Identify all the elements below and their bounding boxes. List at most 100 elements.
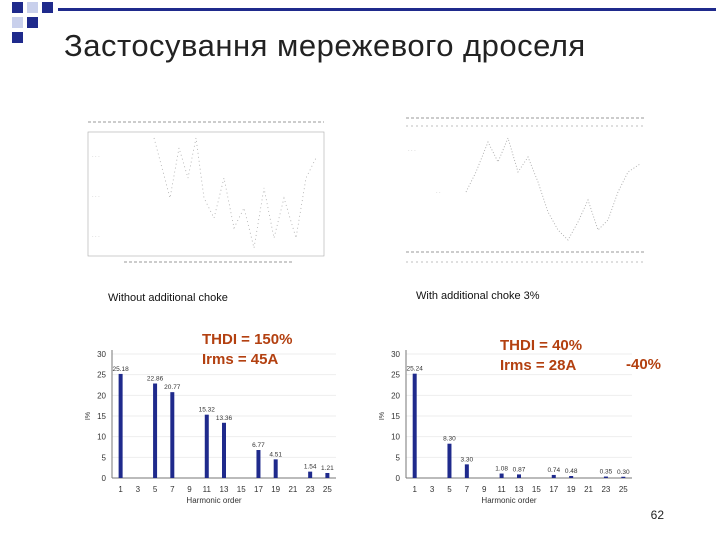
caption-with-choke: With additional choke 3%: [416, 290, 540, 302]
y-tick-label: 20: [97, 391, 106, 400]
x-tick-label: 1: [412, 485, 417, 494]
data-label-h17: 6.77: [252, 442, 265, 449]
y-tick-label: 30: [97, 350, 106, 359]
bar-h23: [308, 471, 313, 478]
bar-h5: [153, 383, 158, 478]
data-label-h23: 0.35: [600, 469, 613, 476]
right-thdi-block: THDI = 40% Irms = 28A: [500, 336, 582, 376]
data-label-h11: 1.08: [495, 466, 508, 473]
y-tick-label: 15: [391, 412, 400, 421]
y-tick-label: 25: [391, 371, 400, 380]
data-label-h23: 1.54: [304, 464, 317, 471]
x-tick-label: 3: [430, 485, 435, 494]
x-tick-label: 3: [136, 485, 141, 494]
bar-h1: [412, 373, 417, 478]
y-tick-label: 25: [97, 371, 106, 380]
x-tick-label: 5: [447, 485, 452, 494]
oscillogram-without-choke: · · · · · · · · ·: [84, 118, 336, 270]
bar-h11: [204, 414, 209, 478]
data-label-h7: 3.30: [461, 456, 474, 463]
oscillogram-with-choke: · · · · ·: [396, 112, 650, 270]
data-label-h19: 0.48: [565, 468, 578, 475]
data-label-h7: 20.77: [164, 384, 181, 391]
data-label-h1: 25.24: [407, 366, 424, 373]
x-tick-label: 23: [306, 485, 315, 494]
bar-h13: [222, 422, 226, 478]
x-tick-label: 19: [271, 485, 280, 494]
x-axis-label: Harmonic order: [481, 496, 536, 505]
deco-square-3: [42, 2, 53, 13]
svg-text:· · ·: · · ·: [92, 234, 100, 240]
x-tick-label: 1: [118, 485, 123, 494]
bar-h17: [256, 450, 261, 478]
bar-h1: [118, 373, 123, 478]
svg-text:· · ·: · · ·: [408, 148, 416, 154]
x-tick-label: 9: [187, 485, 192, 494]
data-label-h5: 8.30: [443, 436, 456, 443]
y-tick-label: 5: [396, 453, 401, 462]
y-axis-label: I%: [85, 412, 92, 420]
data-label-h25: 1.21: [321, 465, 334, 472]
svg-text:· ·: · ·: [436, 190, 441, 196]
bar-h13: [517, 474, 521, 478]
x-tick-label: 25: [323, 485, 332, 494]
y-axis-label: I%: [379, 412, 386, 420]
x-tick-label: 13: [515, 485, 524, 494]
bar-h19: [569, 476, 574, 478]
data-label-h5: 22.86: [147, 376, 164, 383]
slide-title: Застосування мережевого дроселя: [64, 28, 586, 63]
right-irms-text: Irms = 28A: [500, 357, 577, 374]
y-tick-label: 30: [391, 350, 400, 359]
y-tick-label: 0: [102, 474, 107, 483]
y-tick-label: 10: [97, 433, 106, 442]
y-tick-label: 20: [391, 391, 400, 400]
deco-square-6: [12, 32, 23, 43]
data-label-h13: 0.87: [513, 466, 526, 473]
x-tick-label: 9: [482, 485, 487, 494]
header-rule: [58, 8, 716, 11]
left-thdi-block: THDI = 150% Irms = 45A: [202, 330, 292, 370]
svg-text:· · ·: · · ·: [92, 194, 100, 200]
x-tick-label: 23: [601, 485, 610, 494]
deco-square-2: [27, 2, 38, 13]
bar-h7: [464, 464, 469, 478]
x-tick-label: 11: [203, 485, 212, 494]
data-label-h25: 0.30: [617, 469, 630, 476]
x-tick-label: 21: [584, 485, 593, 494]
bar-h19: [273, 459, 278, 478]
x-tick-label: 13: [220, 485, 229, 494]
x-tick-label: 17: [254, 485, 263, 494]
deco-square-1: [12, 2, 23, 13]
x-tick-label: 19: [567, 485, 576, 494]
bar-h25: [325, 472, 330, 478]
x-tick-label: 15: [532, 485, 541, 494]
bar-h7: [170, 392, 175, 478]
deco-square-4: [12, 17, 23, 28]
x-tick-label: 15: [237, 485, 246, 494]
bar-h25: [621, 476, 626, 478]
data-label-h11: 15.32: [199, 407, 216, 414]
page-number: 62: [650, 508, 664, 522]
x-tick-label: 5: [153, 485, 158, 494]
x-tick-label: 7: [170, 485, 175, 494]
bar-h5: [447, 443, 452, 478]
right-thdi-text: THDI = 40%: [500, 337, 583, 354]
x-tick-label: 25: [619, 485, 628, 494]
svg-text:· · ·: · · ·: [92, 154, 100, 160]
x-tick-label: 17: [549, 485, 558, 494]
left-irms-text: Irms = 45A: [202, 351, 279, 368]
x-tick-label: 7: [465, 485, 470, 494]
y-tick-label: 0: [396, 474, 401, 483]
data-label-h13: 13.36: [216, 415, 233, 422]
bar-h23: [603, 476, 608, 478]
y-tick-label: 10: [391, 433, 400, 442]
x-tick-label: 11: [497, 485, 506, 494]
data-label-h1: 25.18: [112, 366, 129, 373]
data-label-h17: 0.74: [547, 467, 560, 474]
x-tick-label: 21: [288, 485, 297, 494]
deco-square-5: [27, 17, 38, 28]
caption-without-choke: Without additional choke: [108, 292, 228, 304]
left-thdi-text: THDI = 150%: [202, 331, 293, 348]
